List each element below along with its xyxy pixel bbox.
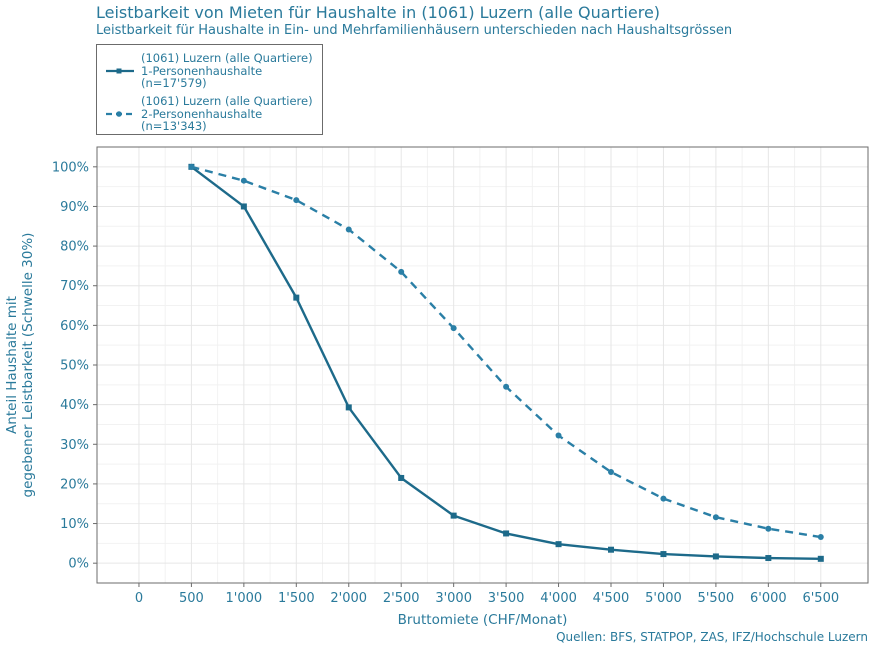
legend-swatch-1-person <box>106 68 134 74</box>
chart-title: Leistbarkeit von Mieten für Haushalte in… <box>96 3 661 22</box>
x-tick-label: 6'500 <box>802 591 839 606</box>
legend-label-2-person-line-1: (1061) Luzern (alle Quartiere) <box>141 94 313 108</box>
x-tick-label: 1'500 <box>278 591 315 606</box>
y-tick-label: 40% <box>60 398 89 413</box>
x-axis-ticks: 0 500 1'000 1'500 2'000 2'500 3'000 3'500 4'000 4… <box>135 583 839 606</box>
data-point-series-1[interactable] <box>345 404 352 411</box>
x-tick-label: 500 <box>179 591 204 606</box>
data-point-series-2[interactable] <box>188 163 195 170</box>
legend-item-1-person[interactable]: (1061) Luzern (alle Quartiere) 1-Persone… <box>97 52 322 92</box>
data-point-series-1[interactable] <box>608 546 614 553</box>
data-point-series-2[interactable] <box>450 325 457 332</box>
y-tick-label: 60% <box>60 319 89 334</box>
data-point-series-2[interactable] <box>503 383 510 390</box>
source-note: Quellen: BFS, STATPOP, ZAS, IFZ/Hochschu… <box>556 630 868 644</box>
legend-label-1-person-line-2: 1-Personenhaushalte <box>141 63 263 78</box>
y-tick-label: 20% <box>60 477 89 492</box>
data-point-series-2[interactable] <box>240 177 247 184</box>
legend-item-2-person[interactable]: (1061) Luzern (alle Quartiere) 2-Persone… <box>97 95 322 135</box>
legend-swatch-2-person <box>106 111 134 117</box>
data-point-series-1[interactable] <box>817 555 824 562</box>
x-tick-label: 5'000 <box>645 591 682 606</box>
legend-label-2-person-line-3: (n=13'343) <box>141 119 207 133</box>
x-tick-label: 3'000 <box>435 591 472 606</box>
legend-label-2-person-line-2: 2-Personenhaushalte <box>141 106 263 121</box>
grid <box>97 147 868 583</box>
y-axis-label-line-1: Anteil Haushalte mit <box>4 296 20 434</box>
x-axis-label: Bruttomiete (CHF/Monat) <box>398 612 568 628</box>
data-point-series-1[interactable] <box>765 555 772 562</box>
data-point-series-1[interactable] <box>293 294 300 301</box>
x-tick-label: 3'500 <box>488 591 525 606</box>
data-point-series-1[interactable] <box>503 530 510 537</box>
x-tick-label: 4'000 <box>540 591 577 606</box>
data-point-series-2[interactable] <box>817 534 824 541</box>
legend-label-1-person-line-3: (n=17'579) <box>141 76 207 90</box>
x-tick-label: 0 <box>135 591 143 606</box>
data-point-series-1[interactable] <box>660 551 667 558</box>
data-point-series-2[interactable] <box>555 432 562 439</box>
y-tick-label: 50% <box>60 359 89 374</box>
data-point-series-1[interactable] <box>712 553 719 560</box>
data-point-series-2[interactable] <box>712 514 719 521</box>
data-point-series-2[interactable] <box>345 226 352 233</box>
data-point-series-2[interactable] <box>608 469 614 476</box>
data-point-series-1[interactable] <box>398 474 405 481</box>
x-tick-label: 4'500 <box>593 591 630 606</box>
x-tick-label: 5'500 <box>698 591 735 606</box>
legend-label-1-person-line-1: (1061) Luzern (alle Quartiere) <box>141 51 313 65</box>
data-point-series-1[interactable] <box>240 203 247 210</box>
y-tick-label: 70% <box>60 279 89 294</box>
y-tick-label: 100% <box>52 160 89 175</box>
y-tick-label: 80% <box>60 240 89 255</box>
data-point-series-2[interactable] <box>765 525 772 532</box>
data-point-series-1[interactable] <box>450 512 457 519</box>
x-tick-label: 6'000 <box>750 591 787 606</box>
data-point-series-2[interactable] <box>293 197 300 204</box>
y-tick-label: 0% <box>68 557 89 572</box>
y-tick-label: 30% <box>60 438 89 453</box>
data-point-series-2[interactable] <box>660 495 667 502</box>
series-lines <box>188 163 824 562</box>
data-point-series-1[interactable] <box>555 541 562 548</box>
legend: (1061) Luzern (alle Quartiere) 1-Persone… <box>96 44 323 135</box>
chart-subtitle: Leistbarkeit für Haushalte in Ein- und M… <box>96 23 733 38</box>
y-axis-label-line-2: gegebener Leistbarkeit (Schwelle 30%) <box>20 233 36 498</box>
y-tick-label: 10% <box>60 517 89 532</box>
y-axis-ticks: 0% 10% 20% 30% 40% 50% 60% 70% 80% 90% 100% <box>52 160 97 572</box>
y-tick-label: 90% <box>60 200 89 215</box>
data-point-series-2[interactable] <box>398 268 405 275</box>
x-tick-label: 2'500 <box>383 591 420 606</box>
x-tick-label: 2'000 <box>330 591 367 606</box>
x-tick-label: 1'000 <box>226 591 263 606</box>
